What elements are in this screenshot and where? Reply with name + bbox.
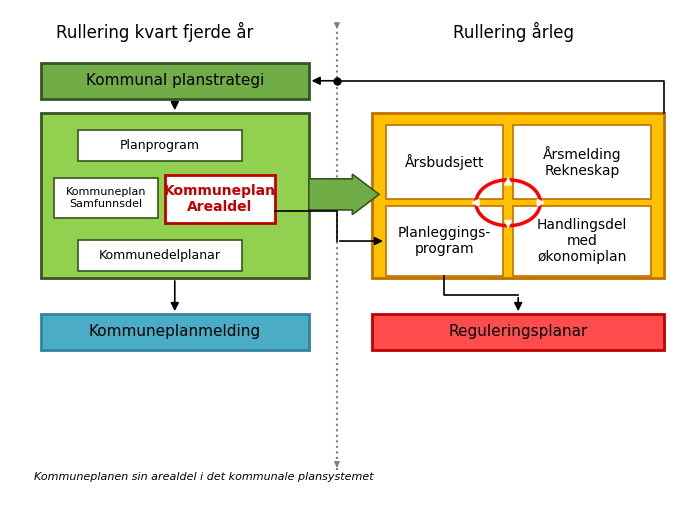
FancyBboxPatch shape — [77, 240, 242, 271]
Text: Planleggings-
program: Planleggings- program — [398, 226, 491, 256]
Text: Kommunedelplanar: Kommunedelplanar — [98, 249, 221, 262]
Text: Kommuneplanmelding: Kommuneplanmelding — [89, 324, 261, 340]
Text: Kommuneplan
Arealdel: Kommuneplan Arealdel — [164, 184, 276, 214]
FancyBboxPatch shape — [513, 125, 651, 199]
FancyBboxPatch shape — [40, 113, 309, 278]
FancyBboxPatch shape — [373, 113, 664, 278]
FancyArrow shape — [309, 174, 379, 215]
Text: Rullering kvart fjerde år: Rullering kvart fjerde år — [56, 22, 253, 42]
Text: Rullering årleg: Rullering årleg — [453, 22, 574, 42]
FancyBboxPatch shape — [386, 125, 503, 199]
Text: Kommuneplan
Samfunnsdel: Kommuneplan Samfunnsdel — [66, 187, 147, 209]
Text: Kommuneplanen sin arealdel i det kommunale plansystemet: Kommuneplanen sin arealdel i det kommuna… — [34, 472, 373, 482]
FancyBboxPatch shape — [77, 130, 242, 161]
Text: Handlingsdel
med
økonomiplan: Handlingsdel med økonomiplan — [537, 218, 627, 264]
Text: Reguleringsplanar: Reguleringsplanar — [449, 324, 588, 340]
Text: Kommunal planstrategi: Kommunal planstrategi — [86, 73, 264, 88]
FancyBboxPatch shape — [386, 206, 503, 276]
FancyBboxPatch shape — [54, 178, 158, 218]
FancyBboxPatch shape — [40, 314, 309, 350]
FancyBboxPatch shape — [165, 175, 275, 223]
FancyBboxPatch shape — [513, 206, 651, 276]
Text: Årsmelding
Rekneskap: Årsmelding Rekneskap — [542, 146, 621, 178]
FancyBboxPatch shape — [40, 63, 309, 99]
FancyBboxPatch shape — [373, 314, 664, 350]
Text: Årsbudsjett: Årsbudsjett — [405, 154, 484, 170]
Text: Planprogram: Planprogram — [119, 139, 200, 152]
